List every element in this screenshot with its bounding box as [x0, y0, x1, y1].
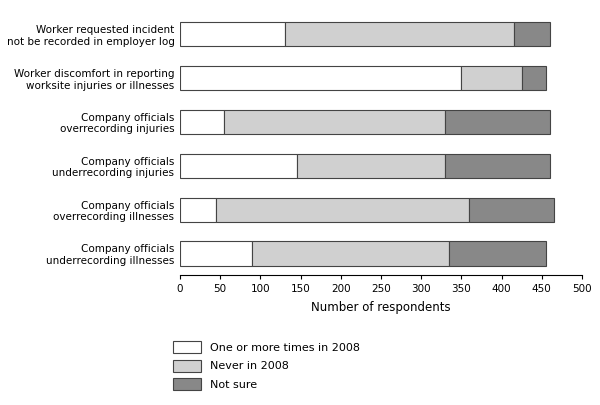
Bar	[296, 153, 445, 178]
Bar	[461, 66, 522, 90]
Bar	[180, 110, 224, 134]
Bar	[445, 153, 550, 178]
Bar	[469, 198, 554, 222]
Bar	[449, 241, 546, 266]
Bar	[180, 66, 461, 90]
Bar	[216, 198, 469, 222]
Bar	[180, 153, 296, 178]
Bar	[224, 110, 445, 134]
Bar	[514, 22, 550, 46]
Bar	[180, 198, 216, 222]
X-axis label: Number of respondents: Number of respondents	[311, 301, 451, 314]
Legend: One or more times in 2008, Never in 2008, Not sure: One or more times in 2008, Never in 2008…	[167, 336, 365, 395]
Bar	[284, 22, 514, 46]
Bar	[180, 241, 253, 266]
Bar	[445, 110, 550, 134]
Bar	[253, 241, 449, 266]
Bar	[522, 66, 546, 90]
Bar	[180, 22, 284, 46]
